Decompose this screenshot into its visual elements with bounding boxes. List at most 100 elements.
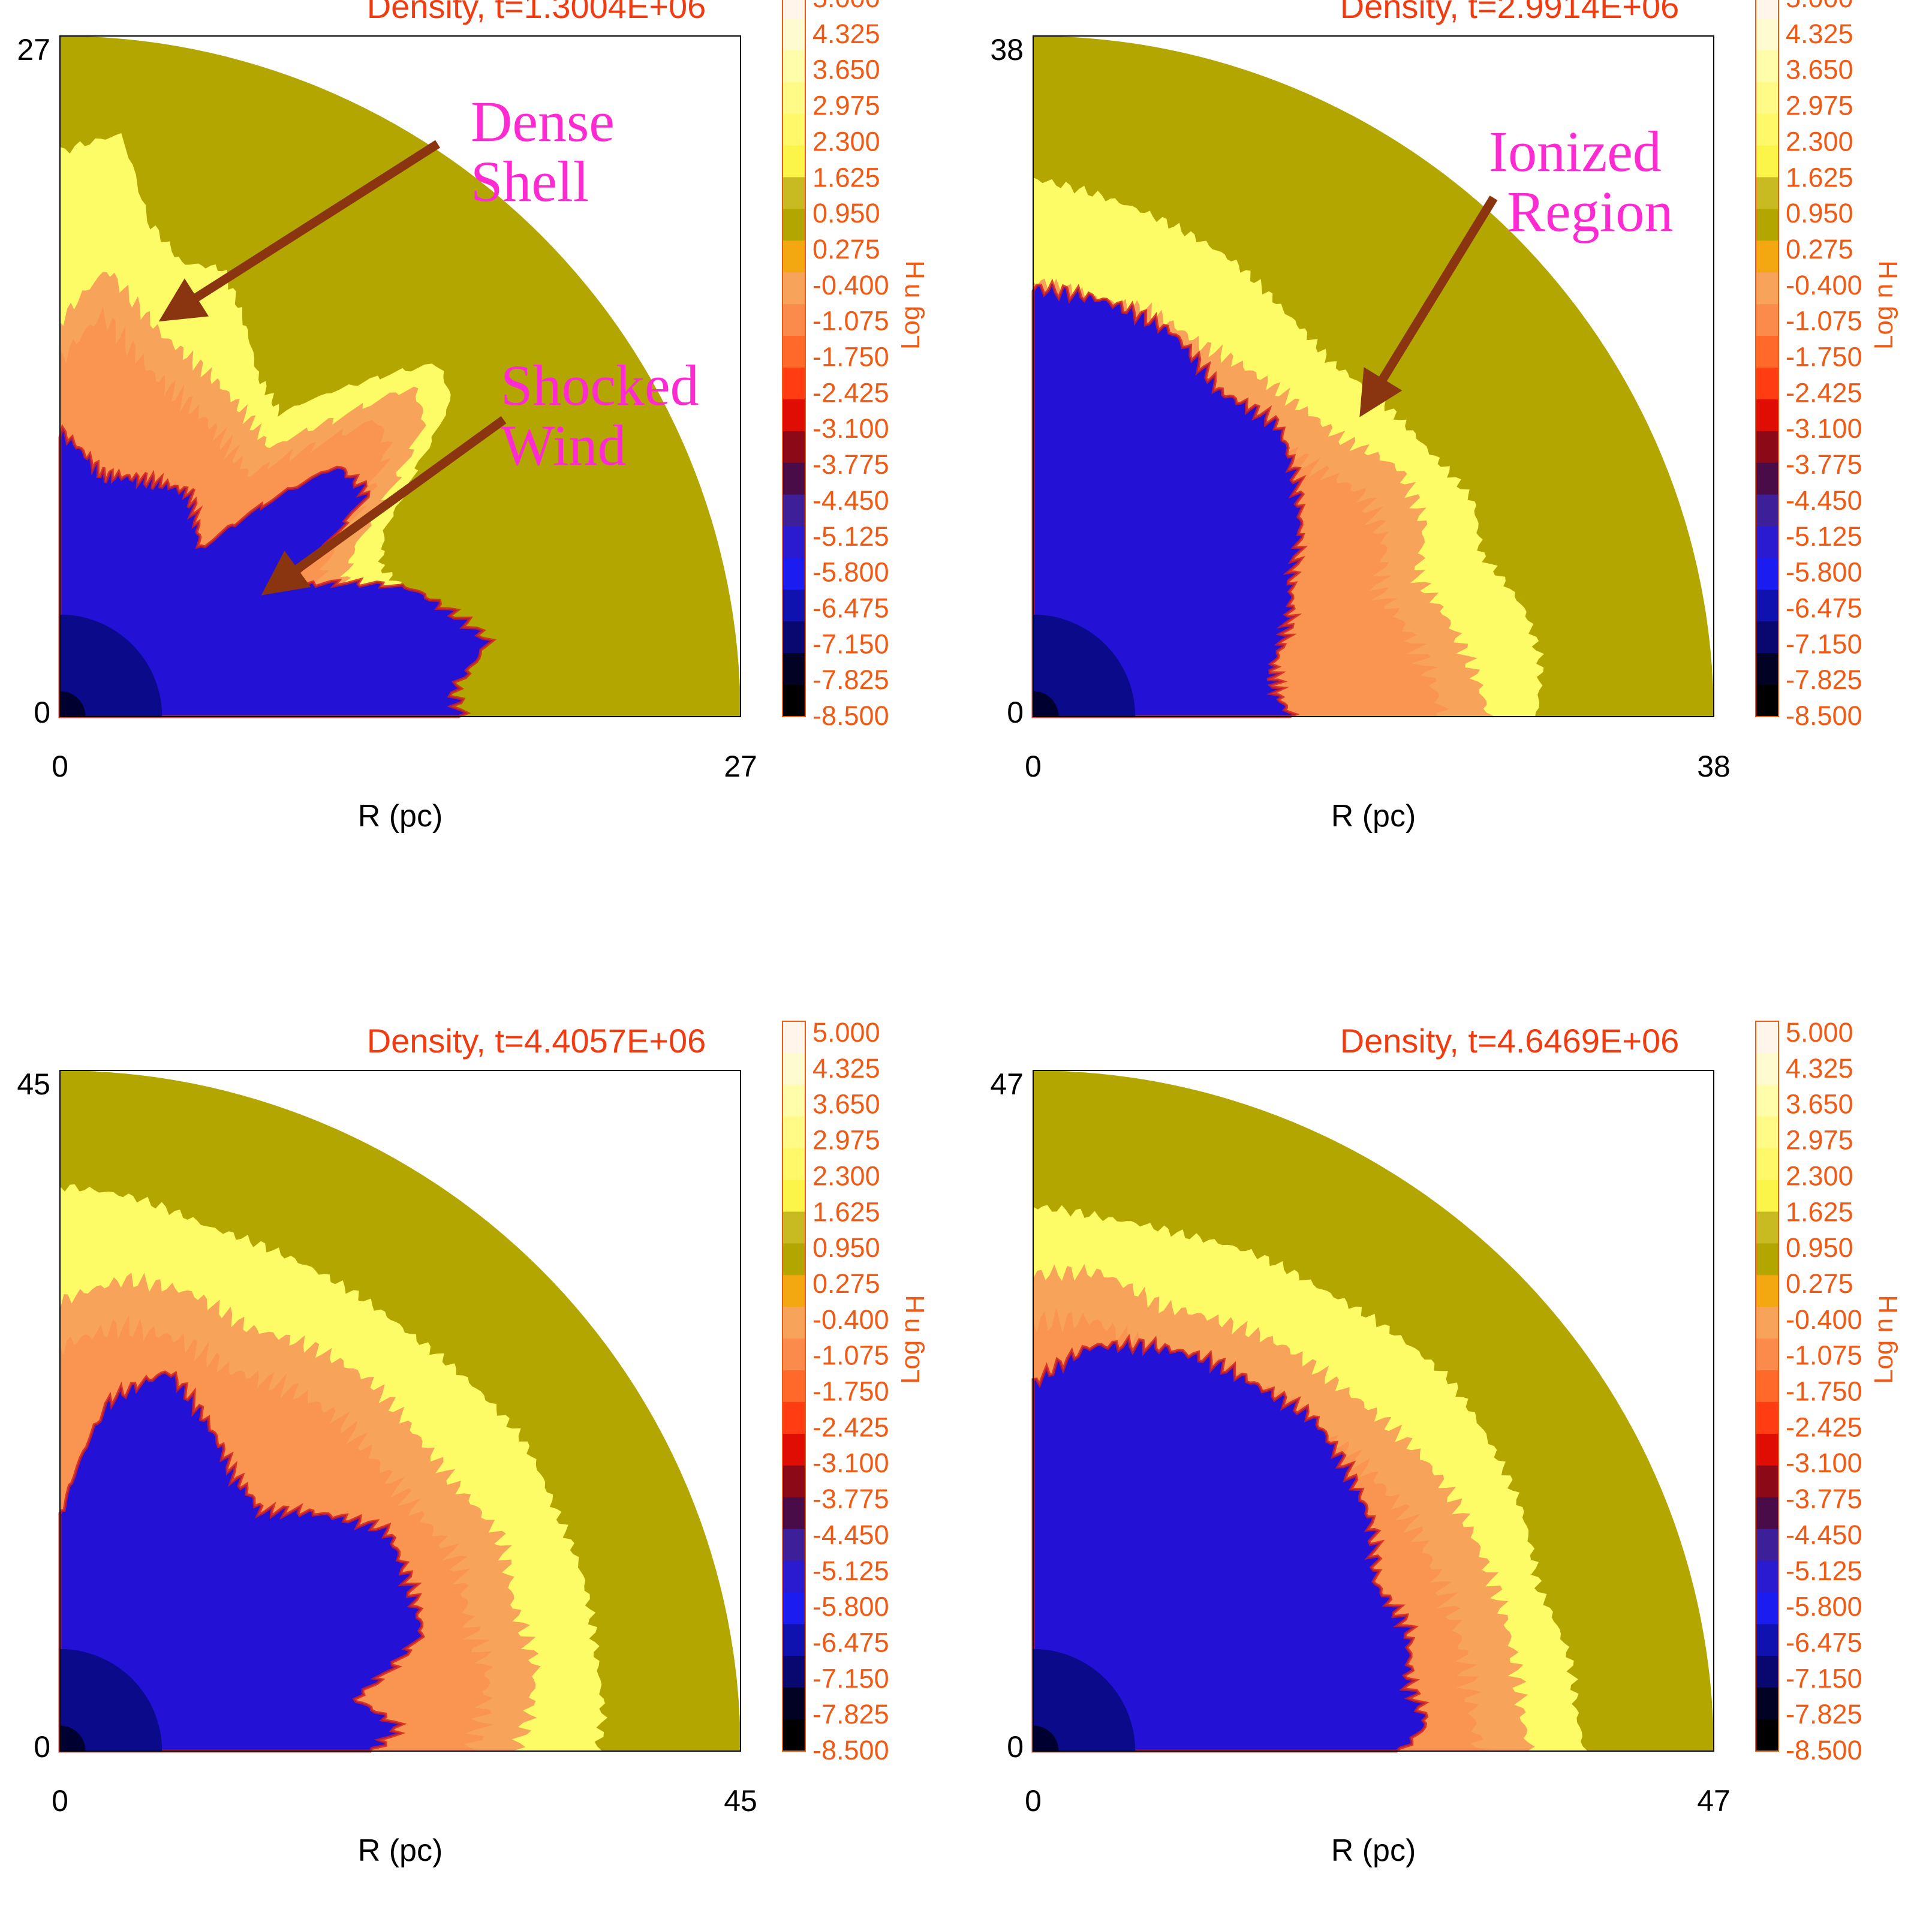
- colorbar-band: [783, 1052, 805, 1085]
- colorbar-band: [1756, 1688, 1778, 1721]
- x-axis-label: R (pc): [358, 799, 443, 834]
- colorbar-tick-label: -7.150: [1786, 1663, 1862, 1694]
- panel-title: Density, t=4.4057E+06: [367, 1022, 706, 1060]
- colorbar-band: [783, 399, 805, 432]
- colorbar-band: [1756, 494, 1778, 527]
- annotation-arrow: [158, 140, 441, 322]
- colorbar-band: [1756, 1719, 1778, 1752]
- colorbar-tick-label: 1.625: [1786, 1196, 1853, 1227]
- colorbar-band: [1756, 1624, 1778, 1657]
- colorbar-tick-label: -6.475: [812, 1627, 889, 1658]
- colorbar-band: [783, 336, 805, 368]
- colorbar-tick-label: -0.400: [812, 270, 889, 300]
- colorbar-tick-label: -3.775: [1786, 449, 1862, 480]
- colorbar-title-subscript: H: [901, 1295, 930, 1314]
- colorbar-band: [1756, 1021, 1778, 1054]
- colorbar-band: [783, 1497, 805, 1530]
- y-tick-min: 0: [34, 696, 50, 729]
- annotation-label: Shocked: [501, 353, 699, 417]
- colorbar-band: [1756, 1529, 1778, 1562]
- colorbar-tick-label: -8.500: [1786, 700, 1862, 731]
- colorbar: 5.000 4.325 3.650 2.975 2.300 1.625 0.950 0.275…: [1755, 0, 1903, 731]
- colorbar-band: [783, 1148, 805, 1181]
- x-tick-max: 45: [724, 1784, 757, 1818]
- colorbar: 5.000 4.325 3.650 2.975 2.300 1.625 0.950 0.275…: [1755, 1017, 1903, 1765]
- colorbar-band: [783, 589, 805, 622]
- colorbar-tick-label: -3.775: [812, 1484, 889, 1514]
- x-tick-max: 38: [1697, 750, 1731, 783]
- colorbar-tick-label: -3.100: [1786, 413, 1862, 444]
- colorbar-tick-label: -7.825: [812, 1699, 889, 1729]
- y-tick-max: 47: [990, 1067, 1024, 1101]
- plot-frame: [1033, 35, 1714, 717]
- colorbar-tick-label: 0.950: [1786, 1232, 1853, 1263]
- central-cavity: [60, 614, 162, 717]
- colorbar-tick-label: -1.750: [1786, 342, 1862, 372]
- colorbar-tick-label: -5.125: [1786, 1556, 1862, 1586]
- panel-1: Density, t=1.3004E+06 27 00 27 R (pc) 5.000 4.…: [17, 0, 930, 834]
- colorbar-band: [783, 653, 805, 686]
- colorbar-tick-label: -1.750: [812, 1376, 889, 1407]
- colorbar-band: [1756, 1560, 1778, 1593]
- colorbar-band: [1756, 462, 1778, 495]
- colorbar-tick-label: -5.800: [812, 557, 889, 588]
- colorbar: 5.000 4.325 3.650 2.975 2.300 1.625 0.950 0.275…: [782, 1017, 930, 1765]
- shocked-wind-boundary: [1031, 278, 1308, 718]
- colorbar-band: [1756, 431, 1778, 464]
- panel-title: Density, t=1.3004E+06: [367, 0, 706, 25]
- colorbar-band: [783, 1180, 805, 1213]
- colorbar-tick-label: 4.325: [812, 19, 880, 49]
- colorbar-tick-label: 5.000: [812, 0, 880, 13]
- colorbar-tick-label: -7.150: [812, 1663, 889, 1694]
- colorbar-band: [783, 50, 805, 83]
- colorbar-tick-label: 0.275: [1786, 234, 1853, 264]
- colorbar-band: [1756, 621, 1778, 654]
- colorbar-band: [783, 177, 805, 210]
- colorbar-tick-label: -7.825: [1786, 1699, 1862, 1729]
- colorbar-frame: [1755, 0, 1779, 717]
- colorbar-tick-label: 0.950: [1786, 198, 1853, 228]
- x-tick-min: 0: [1025, 750, 1042, 783]
- colorbar-band: [783, 1465, 805, 1498]
- panel-2: Density, t=2.9914E+06 38 00 38 R (pc) 5.000 4.…: [990, 0, 1903, 834]
- colorbar-tick-label: -5.800: [812, 1592, 889, 1622]
- colorbar-tick-label: -1.750: [1786, 1376, 1862, 1407]
- colorbar-tick-label: 1.625: [812, 1196, 880, 1227]
- colorbar-band: [1756, 1116, 1778, 1149]
- colorbar-band: [1756, 1275, 1778, 1308]
- colorbar-band: [1756, 240, 1778, 273]
- colorbar-band: [1756, 399, 1778, 432]
- colorbar-tick-label: -3.775: [1786, 1484, 1862, 1514]
- colorbar-tick-label: 0.950: [812, 1232, 880, 1263]
- y-tick-min: 0: [1007, 1730, 1024, 1764]
- central-cavity: [1033, 614, 1136, 717]
- colorbar-tick-label: -7.825: [812, 664, 889, 695]
- colorbar-tick-label: -8.500: [812, 1735, 889, 1765]
- colorbar-band: [1756, 1592, 1778, 1625]
- x-tick-min: 0: [1025, 1784, 1042, 1818]
- colorbar-band: [1756, 367, 1778, 400]
- colorbar-tick-label: -3.775: [812, 449, 889, 480]
- colorbar-tick-label: -5.125: [812, 521, 889, 552]
- colorbar-band: [1756, 1211, 1778, 1244]
- colorbar-tick-label: -5.800: [1786, 1592, 1862, 1622]
- colorbar-band: [1756, 1497, 1778, 1530]
- colorbar-tick-label: -7.825: [1786, 664, 1862, 695]
- colorbar-tick-label: -2.425: [812, 1412, 889, 1442]
- colorbar-band: [783, 621, 805, 654]
- colorbar-tick-label: -3.100: [812, 413, 889, 444]
- colorbar-band: [783, 1688, 805, 1721]
- colorbar-band: [783, 18, 805, 51]
- colorbar-band: [783, 494, 805, 527]
- colorbar-band: [783, 526, 805, 559]
- colorbar-tick-label: -2.425: [1786, 1412, 1862, 1442]
- colorbar-tick-label: -4.450: [1786, 485, 1862, 516]
- colorbar-tick-label: -2.425: [1786, 377, 1862, 408]
- colorbar-band: [783, 558, 805, 591]
- colorbar-band: [783, 1021, 805, 1054]
- central-source: [60, 691, 86, 717]
- colorbar-tick-label: 5.000: [812, 1017, 880, 1048]
- colorbar-tick-label: 3.650: [812, 1089, 880, 1120]
- colorbar-tick-label: -5.800: [1786, 557, 1862, 588]
